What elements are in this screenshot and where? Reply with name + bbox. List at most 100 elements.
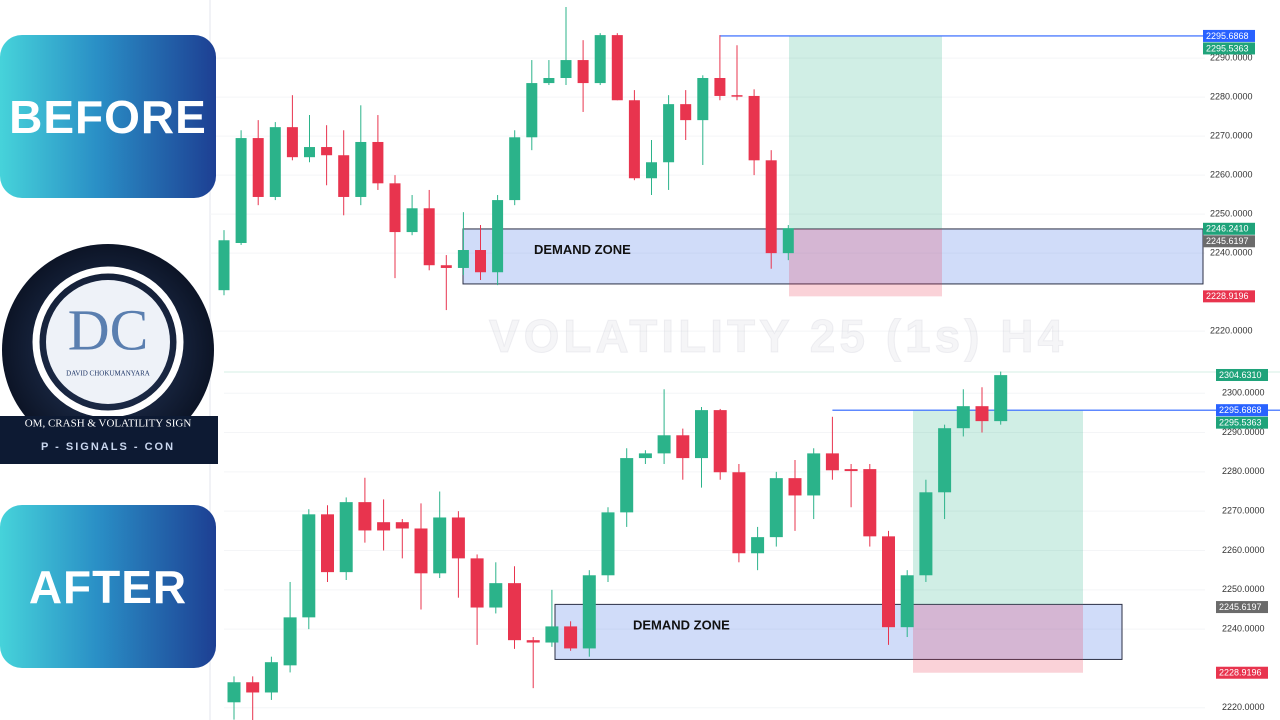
candle-body <box>919 492 933 576</box>
candle-body <box>638 453 652 459</box>
y-tick-label: 2220.0000 <box>1222 702 1265 712</box>
candle-body <box>628 100 640 179</box>
price-tag <box>1216 601 1268 614</box>
price-tag <box>1203 290 1255 303</box>
price-tag <box>1216 666 1268 679</box>
candle-body <box>269 127 281 197</box>
y-tick-label: 2300.0000 <box>1222 388 1265 398</box>
price-tag-label: 2295.5363 <box>1219 418 1262 428</box>
candle-body <box>304 147 315 158</box>
price-tag-label: 2295.5363 <box>1206 43 1249 53</box>
candle-body <box>339 502 353 573</box>
candle-body <box>321 147 333 156</box>
logo-band <box>0 416 218 464</box>
price-tag-label: 2245.6197 <box>1219 602 1262 612</box>
candle-body <box>457 250 469 268</box>
candle-body <box>882 536 895 628</box>
watermark: VOLATILITY 25 (1s) H4 <box>489 310 1067 362</box>
y-tick-label: 2290.0000 <box>1210 52 1253 62</box>
y-tick-label: 2260.0000 <box>1210 169 1253 179</box>
candle-body <box>395 522 409 529</box>
y-tick-label: 2250.0000 <box>1222 584 1265 594</box>
logo-initials: DC <box>68 297 149 362</box>
y-tick-label: 2290.0000 <box>1222 427 1265 437</box>
candle-body <box>900 575 914 628</box>
candle-body <box>769 478 783 538</box>
price-tag-label: 2295.6868 <box>1206 31 1249 41</box>
candle-body <box>663 104 675 163</box>
candle-body <box>433 517 447 574</box>
candle-body <box>389 183 401 233</box>
y-tick-label: 2240.0000 <box>1222 624 1265 634</box>
candle-body <box>440 265 452 268</box>
price-tag-label: 2245.6197 <box>1206 236 1249 246</box>
y-tick-label: 2280.0000 <box>1210 91 1253 101</box>
candle-body <box>825 453 839 471</box>
candle-body <box>508 583 521 641</box>
candle-body <box>509 137 521 201</box>
candle-body <box>526 640 540 643</box>
candle-body <box>475 250 486 273</box>
logo-line2: P - SIGNALS - CON <box>41 441 175 453</box>
zone-label: DEMAND ZONE <box>534 242 631 257</box>
candle-body <box>748 95 760 161</box>
candle-body <box>807 453 821 496</box>
candle-body <box>676 435 690 459</box>
price-tag-label: 2304.6310 <box>1219 370 1262 380</box>
candle-body <box>414 528 428 574</box>
candle-body <box>732 472 746 554</box>
candle-body <box>697 78 709 121</box>
candle-body <box>406 208 418 233</box>
candle-body <box>302 514 316 618</box>
demand-zone <box>554 603 1123 660</box>
candle-body <box>235 138 247 243</box>
candle-body <box>264 662 278 693</box>
candle-body <box>863 469 877 537</box>
demand-zone <box>462 228 1204 285</box>
before-card: BEFORE <box>0 35 216 198</box>
candle-body <box>975 406 989 422</box>
candle-body <box>731 95 743 97</box>
logo-line1: OM, CRASH & VOLATILITY SIGN <box>25 418 192 430</box>
candle-body <box>492 200 504 273</box>
candle-body <box>355 141 367 197</box>
candle-body <box>358 502 372 531</box>
candle-body <box>227 682 241 703</box>
candle-body <box>377 522 391 531</box>
candle-body <box>470 558 484 608</box>
logo-ring <box>32 266 184 418</box>
candle-body <box>751 537 765 554</box>
candle-body <box>680 104 692 121</box>
price-tag <box>1203 222 1255 235</box>
chart-panel: 2300.0000 2290.0000 2280.0000 2270.0000 2260… <box>224 368 1280 720</box>
candle-body <box>246 682 260 693</box>
candle-body <box>338 155 350 197</box>
candle-body <box>252 138 264 197</box>
price-tag-label: 2228.9196 <box>1219 668 1262 678</box>
y-tick-label: 2240.0000 <box>1210 248 1253 258</box>
candle-body <box>938 428 952 493</box>
candle-body <box>646 162 657 179</box>
candle-body <box>994 375 1008 422</box>
candle-body <box>560 60 572 79</box>
candle-body <box>372 141 384 184</box>
price-tag <box>1216 368 1268 381</box>
target-box <box>789 36 942 229</box>
logo-inner <box>46 280 170 404</box>
candle-body <box>765 160 777 254</box>
chart-panel: 2290.0000 2280.0000 2270.0000 2260.0000 2250… <box>210 7 1255 336</box>
price-tag-label: 2295.6868 <box>1219 405 1262 415</box>
candle-body <box>451 517 465 559</box>
candle-body <box>526 83 538 138</box>
candle-body <box>582 575 596 649</box>
stop-box <box>789 228 942 297</box>
y-tick-label: 2250.0000 <box>1210 209 1253 219</box>
candle-body <box>713 410 727 473</box>
candle-body <box>489 583 503 608</box>
y-tick-label: 2260.0000 <box>1222 545 1265 555</box>
candle-body <box>844 469 858 472</box>
candle-body <box>321 514 334 573</box>
stop-box <box>913 604 1083 673</box>
